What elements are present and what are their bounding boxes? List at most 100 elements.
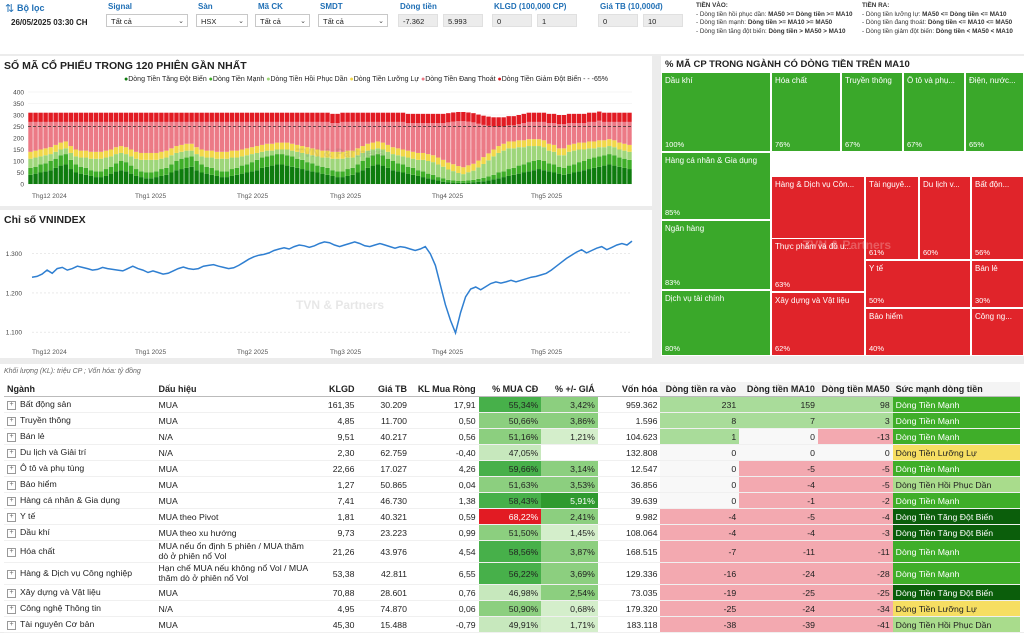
table-row[interactable]: + Hàng cá nhân & Gia dụng MUA 7,41 46.730 1,3… xyxy=(4,492,1020,509)
table-row[interactable]: + Ô tô và phụ tùng MUA 22,66 17.027 4,26 59,66… xyxy=(4,460,1020,477)
table-cell: -0,79 xyxy=(409,616,479,633)
bar-segment xyxy=(597,111,602,121)
bar-segment xyxy=(566,165,572,174)
expand-icon[interactable]: + xyxy=(7,416,16,426)
expand-icon[interactable]: + xyxy=(7,448,16,458)
expand-icon[interactable]: + xyxy=(7,620,16,630)
column-header[interactable]: Vốn hóa xyxy=(597,382,661,397)
table-row[interactable]: + Y tế MUA theo Pivot 1,81 40.321 0,59 68,22% 2… xyxy=(4,508,1020,525)
treemap-tile[interactable]: Bất độn... 56% xyxy=(971,176,1024,260)
treemap-tile[interactable]: Bảo hiểm 40% xyxy=(865,308,971,356)
treemap-tile[interactable]: Dịch vụ tài chính 80% xyxy=(661,290,771,356)
treemap-tile[interactable]: Công ng... xyxy=(971,308,1024,356)
table-row[interactable]: + Hóa chất MUA nếu ổn định 5 phiên / MUA t… xyxy=(4,540,1020,563)
table-row[interactable]: + Truyền thông MUA 4,85 11.700 0,50 50,66% 3,86… xyxy=(4,412,1020,429)
bar-segment xyxy=(83,167,89,175)
tien-ra-title: TIỀN RA: xyxy=(862,2,890,9)
expand-icon[interactable]: + xyxy=(7,547,16,557)
bar-segment xyxy=(174,121,179,147)
bar-segment xyxy=(571,164,577,173)
column-header[interactable]: Giá TB xyxy=(357,382,410,397)
klgd-max-input[interactable]: 1 xyxy=(537,14,577,27)
giatb-max-input[interactable]: 10 xyxy=(643,14,683,27)
bar-segment xyxy=(103,121,109,151)
table-cell: 0,68% xyxy=(541,600,598,617)
column-header[interactable]: Ngành xyxy=(4,382,156,397)
treemap-tile[interactable]: Hàng cá nhân & Gia dụng 85% xyxy=(661,152,771,220)
table-row[interactable]: + Xây dựng và Vật liệu MUA 70,88 28.601 0,76 4… xyxy=(4,584,1020,601)
treemap-tile[interactable]: Truyền thông 67% xyxy=(841,72,903,152)
treemap-tile[interactable]: Du lịch v... 60% xyxy=(919,176,971,260)
expand-icon[interactable]: + xyxy=(7,569,16,579)
klgd-min-input[interactable]: 0 xyxy=(492,14,532,27)
column-header[interactable]: Dòng tiền MA50 xyxy=(817,382,893,397)
column-header[interactable]: KL Mua Ròng xyxy=(409,382,479,397)
treemap-tile[interactable]: Xây dựng và Vật liệu 62% xyxy=(771,292,865,356)
bar-segment xyxy=(159,175,164,184)
bar-segment xyxy=(234,167,240,175)
smdt-dropdown[interactable]: Tất cả ⌄ xyxy=(318,14,388,27)
column-header[interactable]: Dòng tiền ra vào xyxy=(660,382,740,397)
expand-icon[interactable]: + xyxy=(7,432,16,442)
expand-icon[interactable]: + xyxy=(7,464,16,474)
giatb-min-input[interactable]: 0 xyxy=(598,14,638,27)
column-header[interactable]: Dòng tiền MA10 xyxy=(739,382,818,397)
bar-segment xyxy=(239,156,245,166)
table-row[interactable]: + Tài nguyên Cơ bản MUA 45,30 15.488 -0,79 49,… xyxy=(4,616,1020,633)
treemap-tile[interactable]: Ngân hàng 83% xyxy=(661,220,771,290)
dongtien-label: Dòng tiền xyxy=(400,2,437,11)
treemap-tile[interactable]: Dầu khí 100% xyxy=(661,72,771,152)
bar-segment xyxy=(410,123,416,152)
column-header[interactable]: Sức mạnh dòng tiền xyxy=(892,382,1020,397)
table-cell: 53,38 xyxy=(315,562,358,585)
treemap-tile[interactable]: Y tế 50% xyxy=(865,260,971,308)
bar-segment xyxy=(224,171,230,178)
bar-segment xyxy=(184,167,189,184)
bar-segment xyxy=(466,165,471,173)
column-header[interactable]: KLGD xyxy=(315,382,358,397)
table-row[interactable]: + Du lịch và Giải trí N/A 2,30 62.759 -0,40 47… xyxy=(4,444,1020,461)
mack-dropdown[interactable]: Tất cả ⌄ xyxy=(255,14,310,27)
signal-dropdown[interactable]: Tất cả ⌄ xyxy=(106,14,188,27)
bar-segment xyxy=(249,154,255,163)
expand-icon[interactable]: + xyxy=(7,496,16,506)
column-header[interactable]: % MUA CĐ xyxy=(478,382,542,397)
bar-segment xyxy=(259,167,265,184)
bar-segment xyxy=(597,147,602,157)
bar-segment xyxy=(139,112,144,122)
bar-segment xyxy=(521,164,526,173)
bar-segment xyxy=(209,157,214,168)
bar-segment xyxy=(335,123,340,152)
table-cell: -13 xyxy=(817,428,893,445)
bar-segment xyxy=(274,149,280,155)
table-cell: 43.976 xyxy=(357,540,410,563)
expand-icon[interactable]: + xyxy=(7,512,16,522)
table-cell: 21,26 xyxy=(315,540,358,563)
table-row[interactable]: + Bất động sản MUA 161,35 30.209 17,91 55,34% 3… xyxy=(4,396,1020,413)
expand-icon[interactable]: + xyxy=(7,480,16,490)
table-row[interactable]: + Bán lẻ N/A 9,51 40.217 0,56 51,16% 1,21% 104.6… xyxy=(4,428,1020,445)
expand-icon[interactable]: + xyxy=(7,604,16,614)
table-row[interactable]: + Bảo hiểm MUA 1,27 50.865 0,04 51,63% 3,53% 36.… xyxy=(4,476,1020,493)
table-row[interactable]: + Dầu khí MUA theo xu hướng 9,73 23.223 0,99 5… xyxy=(4,524,1020,541)
treemap-tile[interactable]: Tài nguyê... 61% xyxy=(865,176,919,260)
bar-segment xyxy=(214,175,219,184)
dongtien-min-input[interactable]: -7.362 xyxy=(398,14,438,27)
san-dropdown[interactable]: HSX ⌄ xyxy=(196,14,248,27)
treemap-tile[interactable]: Thực phẩm và đồ u... 63% xyxy=(771,238,865,292)
dongtien-max-input[interactable]: 5.993 xyxy=(443,14,483,27)
expand-icon[interactable]: + xyxy=(7,588,16,598)
bar-segment xyxy=(446,179,451,183)
bar-segment xyxy=(264,150,270,157)
table-row[interactable]: + Công nghệ Thông tin N/A 4,95 74.870 0,06 50,… xyxy=(4,600,1020,617)
treemap-tile[interactable]: Bán lẻ 30% xyxy=(971,260,1024,308)
column-header[interactable]: % +/- GIÁ xyxy=(541,382,598,397)
bar-segment xyxy=(43,112,48,122)
treemap-tile[interactable]: Ô tô và phụ... 67% xyxy=(903,72,965,152)
table-row[interactable]: + Hàng & Dịch vụ Công nghiệp Hạn chế MUA n… xyxy=(4,562,1020,585)
column-header[interactable]: Dấu hiệu xyxy=(155,382,316,397)
treemap-tile[interactable]: Hóa chất 76% xyxy=(771,72,841,152)
expand-icon[interactable]: + xyxy=(7,528,16,538)
treemap-tile[interactable]: Điện, nước... 65% xyxy=(965,72,1024,152)
expand-icon[interactable]: + xyxy=(7,400,16,410)
